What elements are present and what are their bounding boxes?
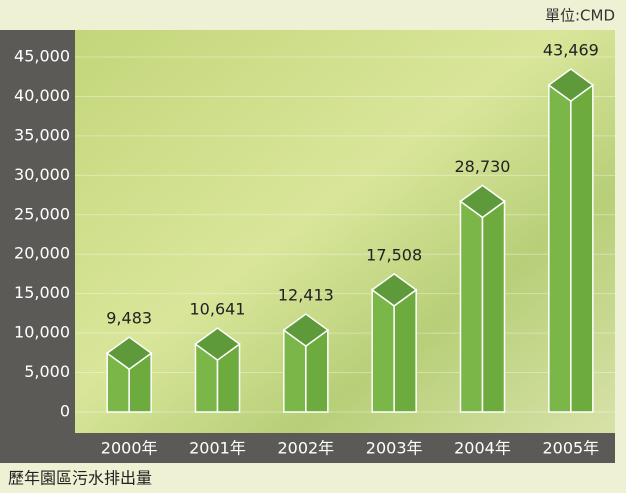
value-label: 17,508 bbox=[366, 245, 422, 264]
bar bbox=[105, 336, 153, 413]
x-tick-label: 2001年 bbox=[189, 439, 246, 458]
y-tick-label: 30,000 bbox=[14, 165, 70, 184]
y-tick-label: 20,000 bbox=[14, 244, 70, 263]
bar-top bbox=[547, 68, 595, 103]
bar-top bbox=[282, 313, 330, 348]
bar bbox=[547, 68, 595, 413]
value-label: 12,413 bbox=[278, 286, 334, 305]
y-tick-label: 35,000 bbox=[14, 125, 70, 144]
y-tick-label: 15,000 bbox=[14, 283, 70, 302]
bar-left-face bbox=[548, 83, 572, 413]
y-tick-label: 5,000 bbox=[24, 362, 70, 381]
bar-left-face bbox=[459, 199, 484, 413]
value-label: 10,641 bbox=[190, 300, 246, 319]
value-label: 28,730 bbox=[455, 157, 511, 176]
x-axis-panel bbox=[0, 433, 615, 463]
x-tick-label: 2000年 bbox=[101, 439, 158, 458]
chart-title: 歷年園區污水排出量 bbox=[8, 469, 152, 488]
bar-top bbox=[370, 272, 418, 307]
y-tick-label: 25,000 bbox=[14, 204, 70, 223]
y-axis-panel bbox=[0, 30, 75, 433]
unit-label: 單位:CMD bbox=[545, 7, 615, 25]
x-tick-label: 2003年 bbox=[366, 439, 423, 458]
bar-right-face bbox=[570, 83, 594, 413]
bar-left-face bbox=[371, 288, 395, 413]
y-tick-label: 10,000 bbox=[14, 323, 70, 342]
bar-top bbox=[459, 184, 506, 219]
bar-top bbox=[194, 327, 241, 361]
value-label: 43,469 bbox=[543, 41, 599, 60]
bar bbox=[282, 313, 330, 413]
y-tick-label: 45,000 bbox=[14, 47, 70, 66]
bar-top bbox=[105, 336, 153, 371]
bar bbox=[370, 272, 418, 413]
bar-right-face bbox=[481, 199, 506, 413]
bar-right-face bbox=[393, 288, 417, 413]
y-tick-label: 40,000 bbox=[14, 86, 70, 105]
x-tick-label: 2004年 bbox=[454, 439, 511, 458]
plot-area bbox=[75, 30, 615, 433]
y-tick-label: 0 bbox=[60, 402, 70, 421]
value-label: 9,483 bbox=[106, 309, 152, 328]
bar bbox=[194, 327, 241, 413]
x-tick-label: 2002年 bbox=[277, 439, 334, 458]
x-tick-label: 2005年 bbox=[542, 439, 599, 458]
bar bbox=[459, 184, 506, 413]
